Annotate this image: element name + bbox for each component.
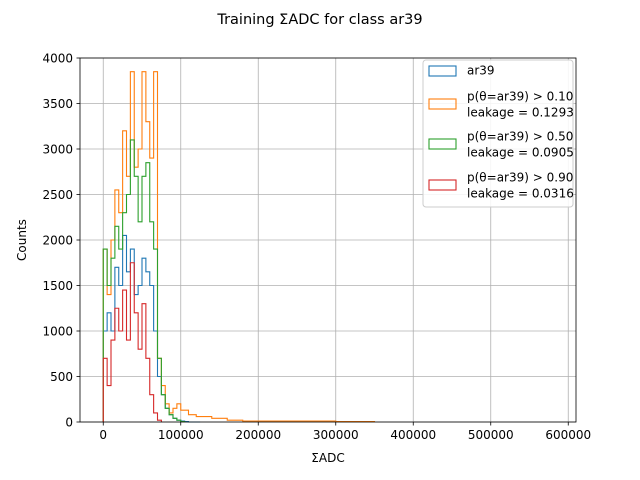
legend-item-2: p(θ=ar39) > 0.50 leakage = 0.0905 (428, 130, 574, 160)
legend-label: p(θ=ar39) > 0.90 (467, 171, 573, 185)
legend-label: p(θ=ar39) > 0.50 (467, 130, 573, 144)
legend-swatch (428, 98, 457, 110)
series-2 (102, 139, 186, 423)
legend-label: leakage = 0.0316 (467, 187, 574, 201)
x-tick-label: 100000 (158, 428, 204, 442)
y-tick-label: 1000 (42, 324, 73, 338)
legend-swatch (428, 65, 457, 77)
legend-item-3: p(θ=ar39) > 0.90 leakage = 0.0316 (428, 171, 574, 201)
legend-label: leakage = 0.0905 (467, 146, 574, 160)
y-tick-label: 0 (65, 415, 73, 429)
legend-swatch (428, 179, 457, 191)
x-tick-label: 0 (99, 428, 107, 442)
y-axis: 0 500 1000 1500 2000 2500 3000 3500 4000 (42, 51, 80, 429)
y-tick-label: 1500 (42, 279, 73, 293)
legend-swatch (428, 138, 457, 150)
y-tick-label: 4000 (42, 51, 73, 65)
series-3 (102, 262, 162, 422)
x-tick-label: 300000 (313, 428, 359, 442)
y-tick-label: 2500 (42, 188, 73, 202)
legend-item-1: p(θ=ar39) > 0.10 leakage = 0.1293 (428, 90, 574, 120)
legend-label: ar39 (467, 64, 495, 78)
series-1 (102, 71, 376, 423)
chart-title: Training ΣADC for class ar39 (216, 12, 422, 28)
y-tick-label: 3500 (42, 97, 73, 111)
x-tick-label: 500000 (468, 428, 514, 442)
legend-label: p(θ=ar39) > 0.10 (467, 90, 573, 104)
series-layer (102, 71, 376, 423)
x-axis: 0 100000 200000 300000 400000 500000 600000 (99, 422, 591, 442)
legend-label: leakage = 0.1293 (467, 106, 574, 120)
series-3-step-line (102, 262, 162, 422)
series-2-step-line (102, 139, 186, 423)
legend-box (422, 59, 574, 208)
y-axis-label: Counts (15, 219, 29, 261)
legend-item-0: ar39 (428, 64, 495, 78)
y-tick-label: 3000 (42, 142, 73, 156)
x-axis-label: ΣADC (311, 451, 344, 465)
y-tick-label: 500 (50, 370, 73, 384)
x-tick-label: 400000 (390, 428, 436, 442)
y-tick-label: 2000 (42, 233, 73, 247)
x-tick-label: 600000 (545, 428, 591, 442)
x-tick-label: 200000 (235, 428, 281, 442)
series-1-step-line (102, 71, 376, 423)
